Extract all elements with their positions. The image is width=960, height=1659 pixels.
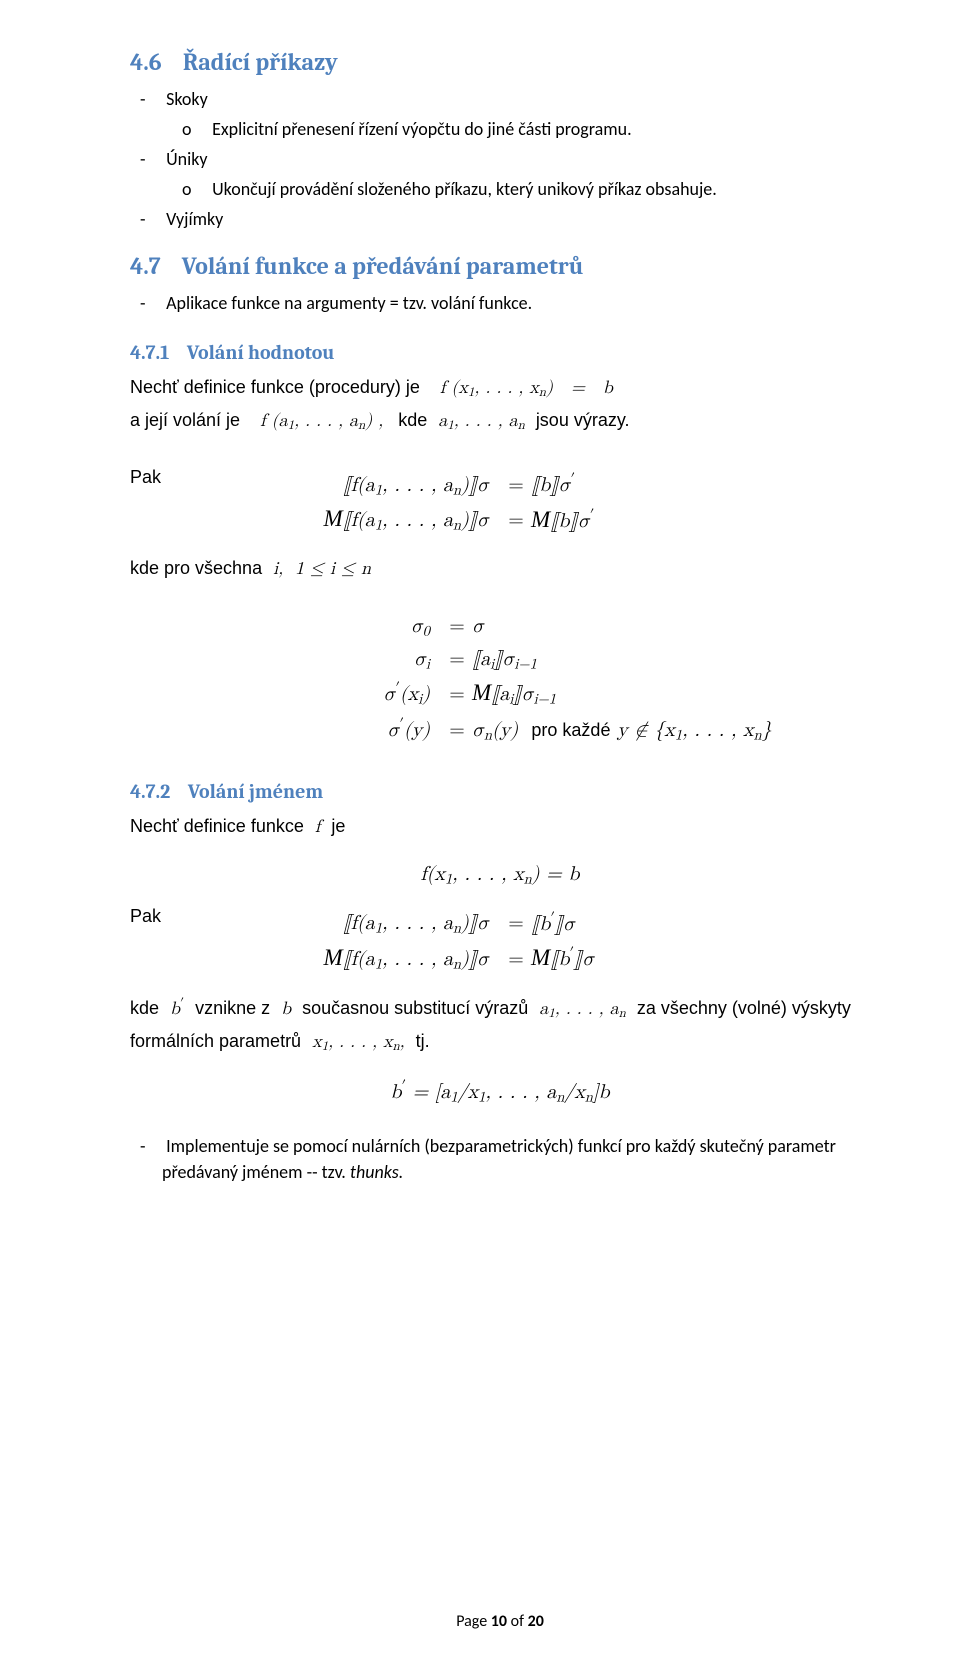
text: Pak bbox=[130, 906, 161, 926]
equation-row: f(x1, . . . , xn) = b bbox=[130, 862, 870, 889]
text: kde pro všechna bbox=[130, 558, 262, 578]
equation-row: ⟦f(a1, . . . , an)⟧σ = ⟦b⟧σ′ bbox=[130, 470, 870, 500]
math-inline: i, 1 ≤ i ≤ n bbox=[267, 560, 371, 578]
text: Nechť definice funkce (procedury) je bbox=[130, 377, 420, 397]
heading-number: 4.7 bbox=[130, 252, 161, 280]
list-text: Úniky bbox=[166, 148, 207, 170]
text: je bbox=[331, 816, 345, 836]
bullet-dash: - bbox=[140, 146, 162, 172]
text: Pak bbox=[130, 467, 161, 487]
equation-block: f(x1, . . . , xn) = b bbox=[130, 862, 870, 889]
heading-4-7-2: 4.7.2 Volání jménem bbox=[130, 780, 870, 803]
heading-4-7-1: 4.7.1 Volání hodnotou bbox=[130, 341, 870, 364]
page-footer: Page 10 of 20 bbox=[130, 1612, 870, 1631]
bullet-circle: o bbox=[182, 176, 208, 202]
text: a její volání je bbox=[130, 410, 240, 430]
heading-title: Volání funkce a předávání parametrů bbox=[182, 252, 584, 280]
equation-row: σi = ⟦ai⟧σi−1 bbox=[330, 647, 870, 674]
text: pro každé bbox=[531, 720, 610, 740]
math-inline: b′ bbox=[164, 1000, 190, 1018]
list-item: - Aplikace funkce na argumenty = tzv. vo… bbox=[130, 290, 870, 316]
definition-line: Nechť definice funkce (procedury) je f (… bbox=[130, 374, 870, 403]
equation-row: b′ = [a1/x1, . . . , an/xn]b bbox=[130, 1077, 870, 1107]
list-text: Vyjímky bbox=[166, 208, 223, 230]
equation-row: σ0 = σ bbox=[330, 614, 870, 641]
text: vznikne z bbox=[195, 998, 270, 1018]
heading-number: 4.7.1 bbox=[130, 341, 169, 364]
equation-block: σ0 = σ σi = ⟦ai⟧σi−1 σ′(xi) = M⟦ai⟧σi−1 … bbox=[130, 614, 870, 744]
list-item: o Ukončují provádění složeného příkazu, … bbox=[130, 176, 870, 202]
math-inline: x1, . . . , xn, bbox=[306, 1033, 411, 1051]
text: formálních parametrů bbox=[130, 1031, 301, 1051]
kde-line: kde pro všechna i, 1 ≤ i ≤ n bbox=[130, 555, 870, 584]
text: kde bbox=[398, 410, 427, 430]
equation-row: ⟦f(a1, . . . , an)⟧σ = ⟦b′⟧σ bbox=[130, 909, 870, 939]
math-inline: f (x1, . . . , xn) = b bbox=[440, 379, 613, 397]
bullet-dash: - bbox=[140, 206, 162, 232]
heading-title: Volání hodnotou bbox=[187, 341, 335, 364]
equation-block: ⟦f(a1, . . . , an)⟧σ = ⟦b′⟧σ M⟦f(a1, . .… bbox=[130, 909, 870, 974]
bullet-dash: - bbox=[140, 86, 162, 112]
bullet-dash: - bbox=[140, 1133, 162, 1159]
footer-of-label: of bbox=[511, 1612, 524, 1631]
text: tj. bbox=[416, 1031, 430, 1051]
equation-row: σ′(y) = σn(y) pro každé y ∉ {x1, . . . ,… bbox=[330, 715, 870, 745]
math-inline: f bbox=[309, 818, 326, 836]
equation-row: σ′(xi) = M⟦ai⟧σi−1 bbox=[330, 679, 870, 709]
text: Nechť definice funkce bbox=[130, 816, 304, 836]
heading-number: 4.7.2 bbox=[130, 780, 170, 803]
equation-block: ⟦f(a1, . . . , an)⟧σ = ⟦b⟧σ′ M⟦f(a1, . .… bbox=[130, 470, 870, 535]
heading-number: 4.6 bbox=[130, 48, 162, 76]
list-item: - Úniky bbox=[130, 146, 870, 172]
list-item: o Explicitní přenesení řízení výopčtu do… bbox=[130, 116, 870, 142]
list-text: Implementuje se pomocí nulárních (bezpar… bbox=[162, 1135, 836, 1183]
footer-page-num: 10 bbox=[491, 1612, 507, 1631]
list-item: - Implementuje se pomocí nulárních (bezp… bbox=[130, 1133, 870, 1185]
list-text: Ukončují provádění složeného příkazu, kt… bbox=[212, 178, 717, 200]
footer-total: 20 bbox=[528, 1612, 544, 1631]
thunks-term: thunks. bbox=[350, 1161, 403, 1183]
footer-page-label: Page bbox=[456, 1612, 487, 1631]
formal-params-line: formálních parametrů x1, . . . , xn, tj. bbox=[130, 1028, 870, 1057]
list-item: - Skoky bbox=[130, 86, 870, 112]
equation-block: b′ = [a1/x1, . . . , an/xn]b bbox=[130, 1077, 870, 1107]
heading-title: Volání jménem bbox=[188, 780, 323, 803]
heading-4-7: 4.7 Volání funkce a předávání parametrů bbox=[130, 252, 870, 280]
text: kde bbox=[130, 998, 159, 1018]
list-text: Aplikace funkce na argumenty = tzv. volá… bbox=[166, 292, 532, 314]
bullet-dash: - bbox=[140, 290, 162, 316]
heading-4-6: 4.6 Řadící příkazy bbox=[130, 48, 870, 76]
heading-title: Řadící příkazy bbox=[183, 48, 338, 76]
kde-line: kde b′ vznikne z b současnou substitucí … bbox=[130, 994, 870, 1024]
definition-line: Nechť definice funkce f je bbox=[130, 813, 870, 842]
math-inline: b bbox=[275, 1000, 297, 1018]
list-item: - Vyjímky bbox=[130, 206, 870, 232]
list-text: Explicitní přenesení řízení výopčtu do j… bbox=[212, 118, 632, 140]
text: současnou substitucí výrazů bbox=[302, 998, 528, 1018]
list-text: Skoky bbox=[166, 88, 208, 110]
text: za všechny (volné) výskyty bbox=[637, 998, 851, 1018]
bullet-circle: o bbox=[182, 116, 208, 142]
equation-row: M⟦f(a1, . . . , an)⟧σ = M⟦b′⟧σ bbox=[130, 944, 870, 974]
math-inline: a1, . . . , an bbox=[533, 1000, 632, 1018]
math-inline: f (a1, . . . , an) , bbox=[260, 412, 383, 430]
equation-row: M⟦f(a1, . . . , an)⟧σ = M⟦b⟧σ′ bbox=[130, 506, 870, 536]
call-line: a její volání je f (a1, . . . , an) , kd… bbox=[130, 407, 870, 436]
math-inline: a1, . . . , an bbox=[432, 412, 531, 430]
text: jsou výrazy. bbox=[536, 410, 630, 430]
